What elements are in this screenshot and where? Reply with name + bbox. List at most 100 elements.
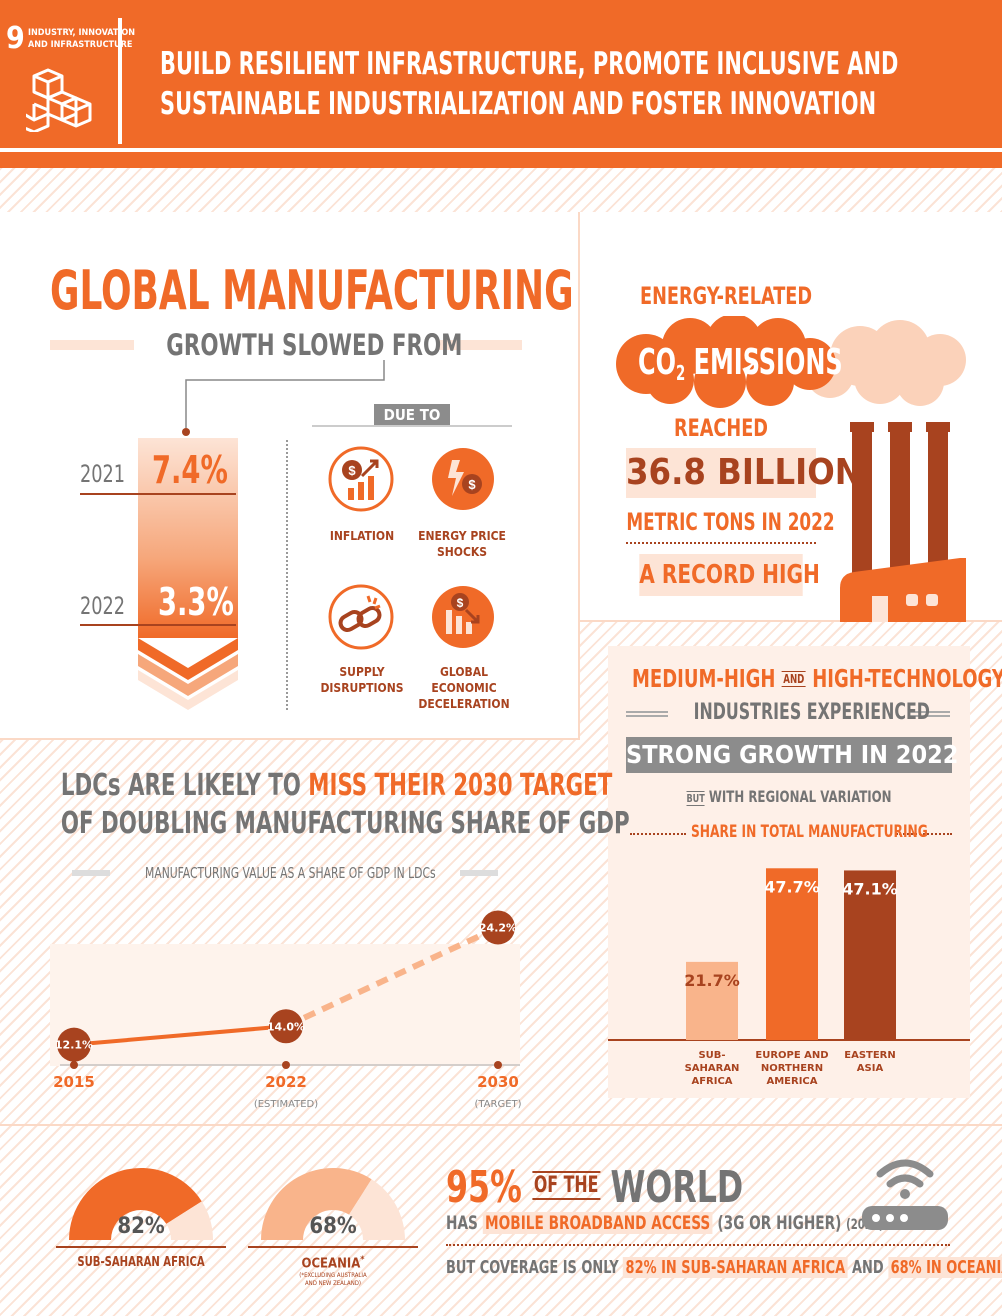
goal-label-1: INDUSTRY, INNOVATION xyxy=(28,28,136,38)
co2-amount: 36.8 BILLION xyxy=(626,448,862,498)
decline-arrow xyxy=(138,438,238,710)
gauge2-label: OCEANIA* xyxy=(248,1255,418,1271)
co2-subscript: 2 xyxy=(675,361,686,385)
tech-medium-high: MEDIUM-HIGH xyxy=(632,664,776,693)
ldc-chart-bg xyxy=(50,944,520,1066)
tech-title-1: MEDIUM-HIGH AND HIGH-TECHNOLOGY xyxy=(632,664,1002,693)
co2-emissions: EMISSIONS xyxy=(685,342,843,383)
tech-banner: STRONG GROWTH IN 2022 xyxy=(626,737,958,773)
line-segment-dashed xyxy=(284,924,500,1029)
cause-inflation: INFLATION xyxy=(312,528,412,544)
co2-co: CO xyxy=(638,342,676,383)
co2-border-bottom xyxy=(580,620,1002,622)
bar-chart: 21.7% SUB- SAHARAN AFRICA 47.7% EUROPE AND NOR… xyxy=(608,868,970,1087)
share-dots-right xyxy=(896,833,952,835)
gauge2-note-2: AND NEW ZEALAND) xyxy=(304,1280,362,1287)
coverage-b: 82% IN SUB-SAHARAN AFRICA xyxy=(623,1257,848,1278)
line-x-note: (TARGET) xyxy=(474,1099,521,1110)
cause-decel-label-2: ECONOMIC xyxy=(431,681,497,695)
world-of-the: OF THE xyxy=(532,1171,601,1200)
bar-category-label: AMERICA xyxy=(766,1076,817,1087)
tech-rule-right xyxy=(908,711,950,717)
cause-energy-label-2: SHOCKS xyxy=(436,545,488,559)
cause-supply-label-1: SUPPLY xyxy=(339,665,385,679)
cause-energy-label-1: ENERGY PRICE xyxy=(418,529,506,543)
svg-text:$: $ xyxy=(468,477,476,492)
bar-category-label: NORTHERN xyxy=(761,1063,823,1074)
tech-and: AND xyxy=(781,671,806,687)
line-x-tick: 2022 xyxy=(265,1073,307,1091)
line-point-label: 14.0% xyxy=(267,1020,305,1033)
ldc-chart-rule-right xyxy=(460,870,498,876)
bottom-border xyxy=(0,1124,1002,1126)
factory-icon xyxy=(840,422,966,622)
gauge2-star: * xyxy=(360,1255,365,1265)
tech-industries: INDUSTRIES EXPERIENCED xyxy=(693,700,930,725)
co2-unit: METRIC TONS IN 2022 xyxy=(626,508,835,536)
cause-energy: ENERGY PRICE SHOCKS xyxy=(412,528,512,560)
bar-category-label: EASTERN xyxy=(844,1050,896,1061)
share-title: SHARE IN TOTAL MANUFACTURING xyxy=(691,822,928,842)
header-title-2: SUSTAINABLE INDUSTRIALIZATION AND FOSTER… xyxy=(160,86,877,122)
bar-category-label: AFRICA xyxy=(691,1076,732,1087)
svg-text:$: $ xyxy=(457,596,464,610)
panel-border-right xyxy=(578,212,580,738)
line-point-label: 24.2% xyxy=(479,921,517,934)
line-axis-dot xyxy=(282,1061,290,1069)
access-line: HAS MOBILE BROADBAND ACCESS (3G OR HIGHE… xyxy=(446,1212,883,1234)
bar-category-label: SAHARAN xyxy=(685,1063,740,1074)
line-point xyxy=(269,1009,303,1044)
value-2021: 7.4% xyxy=(152,448,228,492)
bar-category-label: SUB- xyxy=(698,1050,725,1061)
header-title-1: BUILD RESILIENT INFRASTRUCTURE, PROMOTE … xyxy=(160,46,899,82)
gauge-oceania xyxy=(261,1168,405,1240)
tech-but: BUT xyxy=(686,791,705,806)
manufacturing-subtitle: GROWTH SLOWED FROM xyxy=(166,328,463,362)
gauge-sub-saharan xyxy=(69,1168,213,1240)
goal-label-2: AND INFRASTRUCTURE xyxy=(28,40,133,50)
due-to-underline xyxy=(312,425,512,427)
deceleration-icon: $ xyxy=(432,586,494,648)
line-segment-solid xyxy=(73,1024,287,1047)
header-bar xyxy=(0,0,1002,168)
coverage-d: 68% IN OCEANIA xyxy=(888,1257,1002,1278)
ldc-title-a: LDCs ARE LIKELY TO xyxy=(60,768,309,803)
tech-variation-text: WITH REGIONAL VARIATION xyxy=(704,787,892,806)
goal-number: 9 xyxy=(6,21,25,56)
gauge2-note: (*EXCLUDING AUSTRALIA AND NEW ZEALAND) xyxy=(248,1272,418,1288)
ldc-chart-title: MANUFACTURING VALUE AS A SHARE OF GDP IN… xyxy=(145,864,436,882)
gauge1-value: 82% xyxy=(117,1214,165,1239)
bar-category-label: ASIA xyxy=(857,1063,884,1074)
bar xyxy=(844,870,896,1040)
line-2021 xyxy=(80,493,236,495)
line-point-label: 12.1% xyxy=(55,1039,93,1052)
ldc-title-b: MISS THEIR 2030 TARGET xyxy=(308,768,613,803)
ldc-chart-rule-left xyxy=(72,870,110,876)
co2-dotted-rule xyxy=(626,542,816,544)
tech-high-technology: HIGH-TECHNOLOGY xyxy=(812,664,1002,693)
energy-price-icon: $ xyxy=(432,448,494,510)
value-2022: 3.3% xyxy=(158,580,234,624)
bar-category-label: EUROPE AND xyxy=(755,1050,828,1061)
subtitle-bar-right xyxy=(438,340,522,350)
coverage-a: BUT COVERAGE IS ONLY xyxy=(446,1257,624,1278)
line-2022 xyxy=(80,624,236,626)
smoke-cloud xyxy=(616,316,966,408)
year-2021: 2021 xyxy=(80,460,126,488)
supply-chain-icon xyxy=(328,584,394,650)
bar xyxy=(766,868,818,1040)
line-axis-dot xyxy=(70,1061,78,1069)
cause-decel-label-1: GLOBAL xyxy=(440,665,488,679)
co2-title: CO2 EMISSIONS xyxy=(638,342,843,385)
year-2022: 2022 xyxy=(80,592,126,620)
inflation-icon: $ xyxy=(328,446,394,512)
coverage-line: BUT COVERAGE IS ONLY 82% IN SUB-SAHARAN … xyxy=(446,1256,1002,1278)
gauge2-value: 68% xyxy=(309,1214,357,1239)
line-chart: 12.1% 2015 14.0% 2022 (ESTIMATED) 24.2% 2030 (T… xyxy=(53,910,522,1110)
manufacturing-title: GLOBAL MANUFACTURING xyxy=(50,259,574,322)
gauge1-label: SUB-SAHARAN AFRICA xyxy=(77,1255,205,1270)
line-x-note: (ESTIMATED) xyxy=(254,1099,318,1110)
line-axis-dot xyxy=(494,1061,502,1069)
ldc-title-1: LDCs ARE LIKELY TO MISS THEIR 2030 TARGE… xyxy=(60,768,612,803)
world-word: WORLD xyxy=(610,1162,744,1213)
